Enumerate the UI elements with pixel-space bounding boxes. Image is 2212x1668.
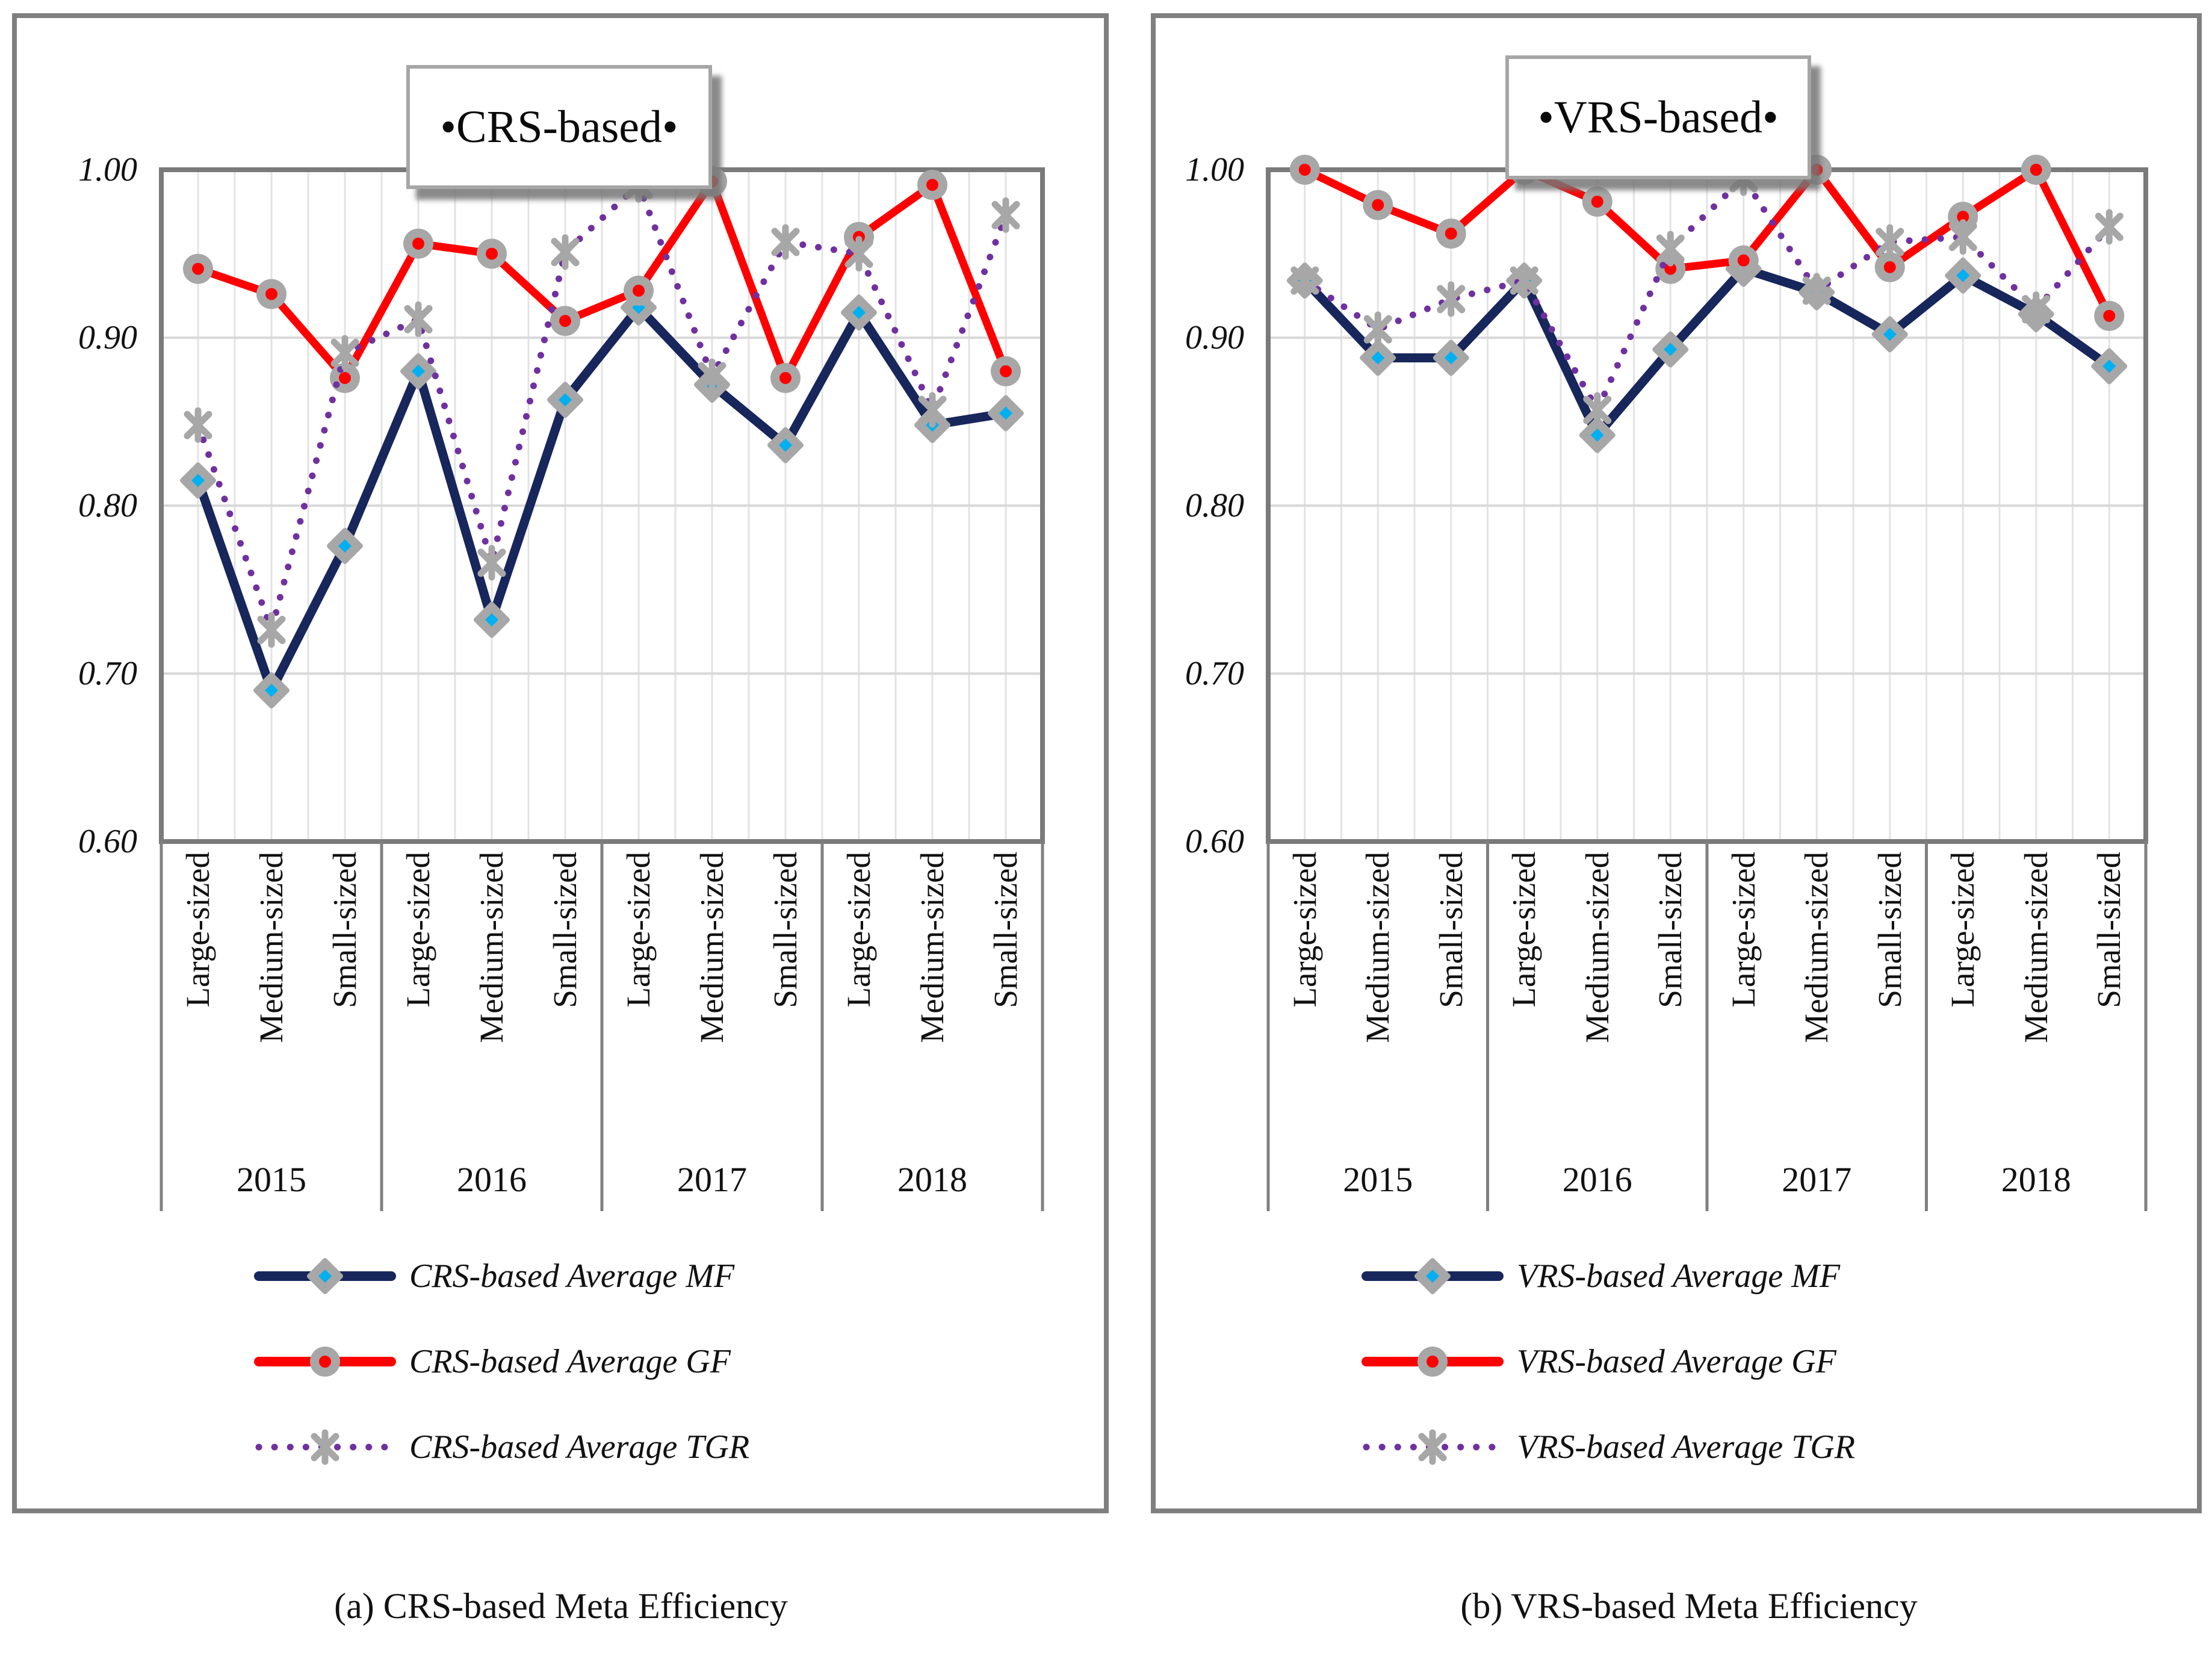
x-axis-category-label: Medium-sized <box>1578 852 1616 1043</box>
x-axis-category-label: Small-sized <box>326 852 363 1008</box>
marker-diamond-core <box>559 393 572 407</box>
marker-circle-core <box>2103 309 2116 322</box>
x-axis-category-label: Medium-sized <box>693 852 730 1043</box>
series-line-asterisk <box>194 181 1009 633</box>
x-axis-category-label: Large-sized <box>1505 852 1543 1008</box>
marker-circle-core <box>1811 164 1823 176</box>
marker-circle-core <box>1372 199 1384 211</box>
marker-circle-core <box>1427 1356 1439 1368</box>
marker-diamond-core <box>779 438 792 452</box>
marker-diamond-core <box>265 683 278 697</box>
marker-circle-core <box>319 1356 331 1368</box>
x-axis-category-label: Small-sized <box>1432 852 1469 1008</box>
x-axis-category-label: Small-sized <box>987 852 1024 1008</box>
marker-diamond-core <box>1956 268 1970 282</box>
x-axis-category-label: Medium-sized <box>1798 852 1835 1043</box>
x-axis-year-label: 2015 <box>1343 1160 1413 1199</box>
legend-label-crs-mf: CRS-based Average MF <box>409 1257 735 1295</box>
y-axis-tick-label: 0.60 <box>1185 823 1244 860</box>
marker-circle-core <box>779 371 792 384</box>
x-axis-category-label: Large-sized <box>840 852 877 1008</box>
x-axis-year-label: 2017 <box>677 1160 747 1199</box>
marker-diamond-core <box>852 306 866 320</box>
chart-title-crs: •CRS-based• <box>406 65 712 189</box>
marker-circle-core <box>1000 365 1012 377</box>
marker-diamond-core <box>1444 351 1458 365</box>
x-axis-category-label: Small-sized <box>547 852 583 1008</box>
marker-circle-core <box>633 284 645 297</box>
marker-diamond-core <box>485 613 498 627</box>
x-axis-category-label: Small-sized <box>1871 852 1908 1008</box>
series-line-asterisk <box>1301 175 2113 414</box>
x-axis-year-label: 2018 <box>2001 1160 2071 1199</box>
x-axis-category-label: Medium-sized <box>253 852 290 1043</box>
x-axis-year-label: 2015 <box>237 1160 306 1199</box>
marker-diamond-core <box>1664 343 1678 356</box>
marker-diamond-core <box>999 406 1012 420</box>
marker-circle-core <box>339 371 351 384</box>
y-axis-tick-label: 0.90 <box>1185 319 1244 356</box>
marker-circle-core <box>1664 262 1677 275</box>
legend-label-vrs-mf: VRS-based Average MF <box>1517 1257 1841 1295</box>
marker-circle-core <box>2030 164 2042 176</box>
legend-label-crs-gf: CRS-based Average GF <box>409 1343 731 1380</box>
marker-circle-core <box>1883 261 1896 273</box>
marker-diamond-core <box>1371 351 1385 365</box>
marker-circle-core <box>486 247 498 260</box>
marker-circle-core <box>1445 228 1457 240</box>
marker-circle-core <box>1737 254 1750 267</box>
y-axis-tick-label: 0.60 <box>78 823 137 860</box>
x-axis-category-label: Large-sized <box>179 852 216 1008</box>
marker-circle-core <box>1591 196 1603 208</box>
marker-diamond-core <box>1590 428 1604 442</box>
y-axis-tick-label: 0.80 <box>1185 487 1244 524</box>
marker-circle-core <box>412 237 424 250</box>
marker-circle-core <box>926 179 938 191</box>
chart-title-vrs: •VRS-based• <box>1505 55 1811 179</box>
x-axis-category-label: Medium-sized <box>473 852 510 1043</box>
caption-vrs: (b) VRS-based Meta Efficiency <box>1460 1586 1918 1626</box>
x-axis-category-label: Large-sized <box>1944 852 1981 1008</box>
legend-label-vrs-tgr: VRS-based Average TGR <box>1517 1428 1855 1466</box>
marker-circle-core <box>192 262 204 275</box>
marker-circle-core <box>265 288 277 300</box>
x-axis-category-label: Small-sized <box>2090 852 2128 1008</box>
x-axis-category-label: Small-sized <box>767 852 804 1008</box>
marker-diamond-core <box>338 539 352 553</box>
caption-crs: (a) CRS-based Meta Efficiency <box>334 1586 788 1626</box>
x-axis-year-label: 2018 <box>897 1160 967 1199</box>
y-axis-tick-label: 0.80 <box>78 487 137 524</box>
marker-diamond-core <box>1426 1270 1439 1283</box>
x-axis-category-label: Small-sized <box>1652 852 1689 1008</box>
y-axis-tick-label: 0.70 <box>1185 655 1244 692</box>
x-axis-category-label: Medium-sized <box>1359 852 1396 1043</box>
legend-label-vrs-gf: VRS-based Average GF <box>1517 1343 1836 1380</box>
y-axis-tick-label: 0.70 <box>78 655 137 692</box>
y-axis-tick-label: 1.00 <box>1185 151 1244 188</box>
y-axis-tick-label: 0.90 <box>78 319 137 356</box>
x-axis-year-label: 2016 <box>457 1160 527 1199</box>
x-axis-category-label: Medium-sized <box>914 852 950 1043</box>
marker-diamond-core <box>191 474 205 488</box>
marker-diamond-core <box>2102 359 2116 373</box>
marker-circle-core <box>1957 211 1969 223</box>
x-axis-year-label: 2017 <box>1782 1160 1852 1199</box>
marker-diamond-core <box>1883 327 1897 341</box>
x-axis-category-label: Large-sized <box>400 852 436 1008</box>
x-axis-year-label: 2016 <box>1562 1160 1632 1199</box>
x-axis-category-label: Large-sized <box>1724 852 1762 1008</box>
marker-circle-core <box>1298 164 1311 176</box>
marker-circle-core <box>559 315 571 327</box>
x-axis-category-label: Large-sized <box>620 852 657 1008</box>
y-axis-tick-label: 1.00 <box>78 151 137 188</box>
marker-diamond-core <box>412 364 425 378</box>
x-axis-category-label: Medium-sized <box>2017 852 2054 1043</box>
legend-label-crs-tgr: CRS-based Average TGR <box>409 1428 750 1466</box>
x-axis-category-label: Large-sized <box>1286 852 1323 1008</box>
series-line-diamond <box>193 303 1011 695</box>
marker-diamond-core <box>318 1270 332 1283</box>
